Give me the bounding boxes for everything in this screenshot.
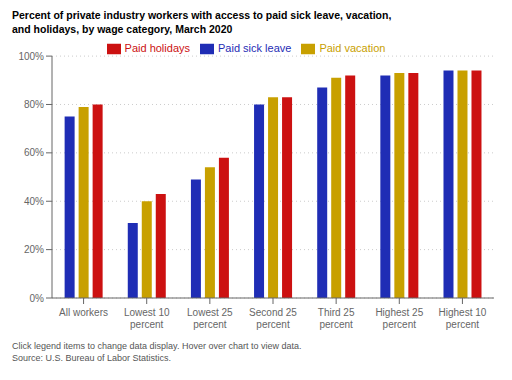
svg-text:0%: 0% bbox=[30, 293, 45, 304]
html-text:Source: U.S. Bureau of Labor S: Source: U.S. Bureau of Labor Statistics. bbox=[12, 353, 172, 363]
html-text:Paid vacation: Paid vacation bbox=[319, 42, 386, 54]
svg-text:100%: 100% bbox=[18, 51, 44, 62]
svg-text:Lowest 10percent: Lowest 10percent bbox=[124, 307, 170, 330]
svg-text:80%: 80% bbox=[24, 99, 44, 110]
svg-text:Lowest 25percent: Lowest 25percent bbox=[187, 307, 233, 330]
html-text:Click legend items to change d: Click legend items to change data displa… bbox=[12, 341, 302, 351]
svg-text:20%: 20% bbox=[24, 244, 44, 255]
html-text:Percent of private industry wo: Percent of private industry workers with… bbox=[12, 9, 392, 21]
html-text:Paid sick leave: Paid sick leave bbox=[218, 42, 292, 54]
svg-text:Third 25percent: Third 25percent bbox=[318, 307, 355, 330]
html-text:and holidays, by wage category: and holidays, by wage category, March 20… bbox=[12, 23, 233, 35]
svg-text:Second 25percent: Second 25percent bbox=[249, 307, 297, 330]
svg-text:60%: 60% bbox=[24, 147, 44, 158]
svg-text:40%: 40% bbox=[24, 196, 44, 207]
svg-text:Highest 10percent: Highest 10percent bbox=[439, 307, 487, 330]
svg-text:Highest 25percent: Highest 25percent bbox=[375, 307, 423, 330]
html-text:Paid holidays: Paid holidays bbox=[124, 42, 190, 54]
svg-text:All workers: All workers bbox=[59, 307, 108, 318]
